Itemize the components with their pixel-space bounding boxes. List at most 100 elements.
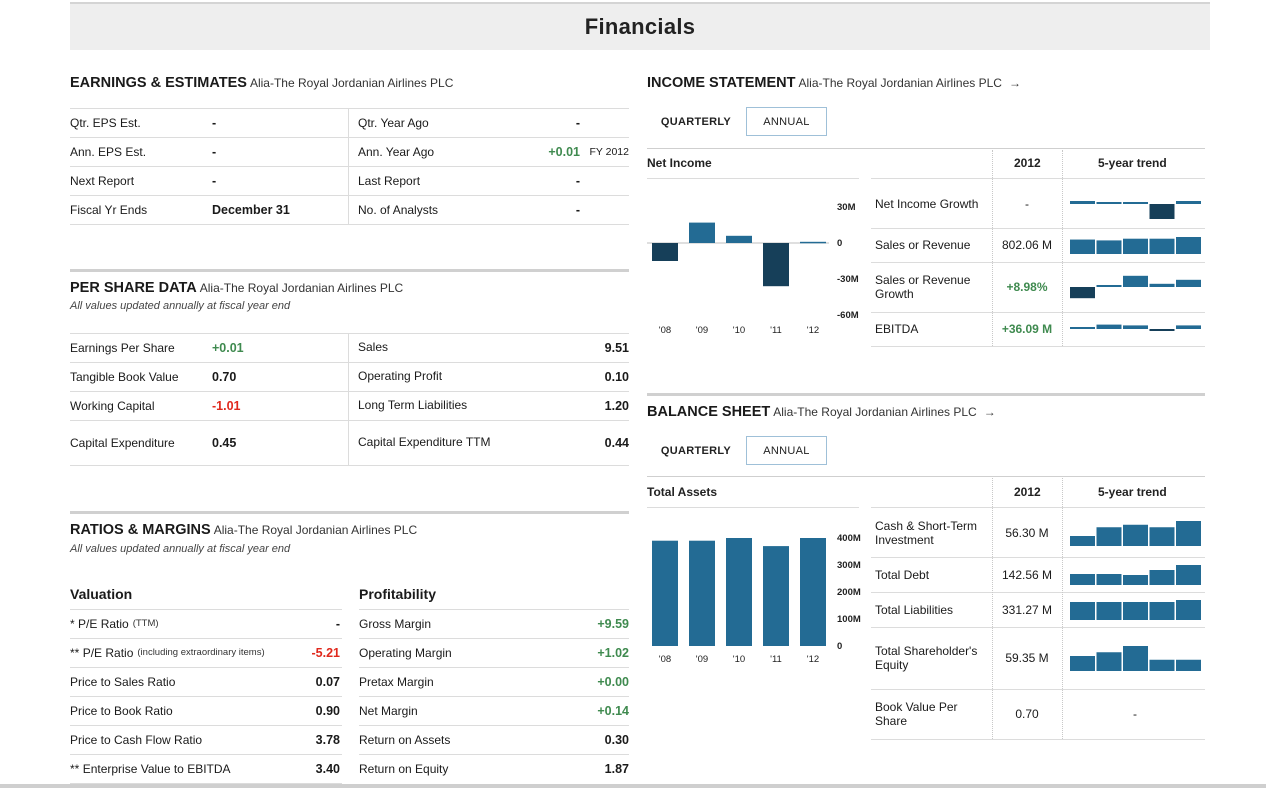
row-divider	[70, 696, 342, 697]
row-divider	[70, 783, 342, 784]
valuation-label-text: Price to Cash Flow Ratio	[70, 732, 203, 747]
balance-tab-quarterly[interactable]: QUARTERLY	[660, 444, 732, 457]
earnings-note: FY 2012	[589, 145, 629, 158]
row-divider	[70, 465, 629, 466]
income-metric-value: +8.98%	[1006, 280, 1048, 294]
per-share-value: 1.20	[604, 398, 629, 413]
row-divider	[359, 638, 629, 639]
section-divider	[70, 511, 629, 514]
valuation-label-text: Price to Sales Ratio	[70, 674, 176, 689]
balance-chart-title: Total Assets	[647, 485, 718, 499]
per-share-subtitle: All values updated annually at fiscal ye…	[70, 300, 291, 312]
balance-metrics-rule	[871, 507, 1205, 508]
trend-sparkline	[1070, 201, 1201, 219]
income-tab-quarterly[interactable]: QUARTERLY	[660, 115, 732, 128]
bar	[652, 540, 678, 646]
per-share-value: +0.01	[212, 340, 244, 355]
balance-chart-rule	[647, 507, 859, 508]
income-heading-text: INCOME STATEMENT	[647, 75, 796, 91]
earnings-value: -	[212, 115, 217, 130]
x-tick-label: '12	[807, 325, 819, 336]
page-title-bar: Financials	[70, 2, 1210, 50]
per-share-label: Capital Expenditure	[70, 435, 175, 450]
income-metric-value: +36.09 M	[1001, 322, 1053, 336]
trend-bar	[1149, 527, 1175, 546]
valuation-label: Price to Book Ratio	[70, 696, 177, 725]
income-tab-annual[interactable]: ANNUAL	[746, 107, 827, 136]
income-metric-name: Net Income Growth	[875, 197, 979, 211]
row-divider	[871, 557, 1205, 558]
x-tick-label: '09	[696, 325, 708, 336]
earnings-note	[580, 166, 629, 195]
valuation-prefix: **	[70, 761, 83, 776]
trend-bar	[1176, 600, 1201, 620]
earnings-note	[580, 108, 629, 137]
earnings-value: December 31	[212, 202, 290, 217]
row-divider	[871, 228, 1205, 229]
trend-bar	[1096, 240, 1122, 254]
trend-bar	[1123, 646, 1148, 671]
earnings-label: Last Report	[358, 173, 421, 188]
balance-metric-name: Total Shareholder's Equity	[875, 644, 978, 672]
balance-heading-text: BALANCE SHEET	[647, 404, 771, 420]
earnings-value: -	[212, 144, 217, 159]
trend-bar	[1070, 656, 1095, 671]
earnings-company: Alia-The Royal Jordanian Airlines PLC	[249, 76, 454, 90]
trend-bar	[1070, 287, 1095, 299]
profitability-label: Gross Margin	[359, 616, 432, 631]
valuation-heading: Valuation	[70, 586, 133, 602]
trend-bar	[1123, 275, 1148, 287]
y-tick-label: -60M	[837, 310, 859, 321]
row-divider	[359, 609, 629, 610]
earnings-label: Qtr. EPS Est.	[70, 115, 141, 130]
row-divider	[70, 195, 629, 196]
row-divider	[70, 638, 342, 639]
per-share-label: Long Term Liabilities	[358, 398, 468, 412]
profitability-label: Operating Margin	[359, 645, 452, 660]
trend-bar	[1096, 324, 1122, 329]
earnings-heading-text: EARNINGS & ESTIMATES	[70, 75, 247, 91]
row-divider	[70, 667, 342, 668]
earnings-label: Ann. Year Ago	[358, 144, 435, 159]
bar	[763, 243, 789, 287]
profitability-value: +0.00	[597, 674, 629, 689]
x-tick-label: '08	[659, 654, 671, 665]
valuation-value: 0.07	[315, 674, 340, 689]
row-divider	[70, 362, 629, 363]
row-divider	[871, 739, 1205, 740]
trend-bar	[1149, 659, 1175, 671]
row-divider	[70, 725, 342, 726]
balance-tab-annual[interactable]: ANNUAL	[746, 436, 827, 465]
valuation-prefix: **	[70, 645, 83, 660]
y-tick-label: 100M	[837, 614, 861, 625]
income-trend-header: 5-year trend	[1098, 156, 1167, 170]
trend-bar	[1123, 202, 1148, 204]
y-tick-label: 0	[837, 238, 842, 249]
profitability-value: +1.02	[597, 645, 629, 660]
valuation-value: 3.40	[315, 761, 340, 776]
bar	[726, 235, 752, 243]
trend-bar	[1149, 329, 1175, 331]
trend-bar	[1176, 521, 1201, 546]
ratios-subtitle: All values updated annually at fiscal ye…	[70, 543, 291, 555]
row-divider	[871, 627, 1205, 628]
bar	[763, 546, 789, 646]
balance-trend-header: 5-year trend	[1098, 485, 1167, 499]
row-divider	[70, 420, 629, 421]
valuation-note: (TTM)	[132, 618, 159, 629]
row-divider	[70, 166, 629, 167]
balance-metric-value: 59.35 M	[1005, 651, 1049, 665]
earnings-label: Fiscal Yr Ends	[70, 202, 148, 217]
per-share-label: Earnings Per Share	[70, 340, 175, 355]
trend-bar	[1176, 279, 1201, 287]
row-divider	[70, 609, 342, 610]
x-tick-label: '10	[733, 654, 745, 665]
valuation-label: ** Enterprise Value to EBITDA	[70, 754, 235, 783]
income-heading[interactable]: INCOME STATEMENT Alia-The Royal Jordanian…	[647, 75, 1021, 91]
bar	[689, 540, 715, 646]
balance-metric-value: 331.27 M	[1001, 602, 1053, 617]
balance-heading[interactable]: BALANCE SHEET Alia-The Royal Jordanian Ai…	[647, 404, 996, 420]
x-tick-label: '08	[659, 325, 671, 336]
per-share-label: Tangible Book Value	[70, 369, 179, 384]
row-divider	[70, 391, 629, 392]
